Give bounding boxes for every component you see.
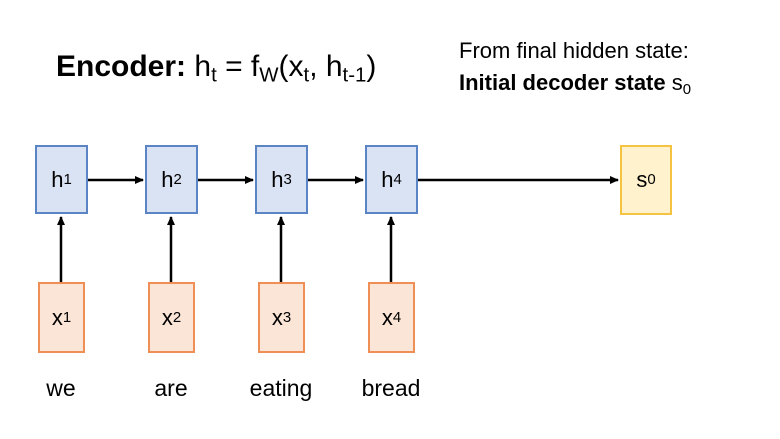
encoder-formula: Encoder: ht = fW(xt, ht-1) [56, 50, 377, 87]
word-are: are [154, 375, 188, 401]
decoder-init-note: From final hidden state: Initial decoder… [459, 35, 691, 99]
formula-close: ) [366, 50, 377, 83]
note-line2: Initial decoder state s0 [459, 67, 691, 99]
h4-base: h [381, 166, 394, 192]
s0-base: s [636, 167, 648, 192]
formula-f-sub: W [259, 64, 279, 87]
x1-base: x [51, 304, 63, 330]
formula-x-sub: t [303, 64, 310, 87]
formula-h-sub: t [211, 64, 217, 87]
x3-base: x [271, 304, 283, 330]
note-line2-bold: Initial decoder state [459, 70, 666, 95]
formula-args-mid: , h [309, 50, 343, 83]
word-bread: bread [361, 375, 421, 401]
note-line1: From final hidden state: [459, 38, 689, 63]
formula-args-open: (x [278, 50, 304, 83]
encoder-label: Encoder: [56, 50, 187, 83]
note-line2-sub: 0 [682, 81, 692, 99]
formula-h: h [194, 50, 212, 83]
note-line2-var: s [665, 70, 683, 95]
x4-base: x [381, 304, 393, 330]
word-we: we [46, 375, 76, 401]
formula-h2-sub: t-1 [342, 64, 367, 87]
h3-base: h [271, 166, 284, 192]
word-eating: eating [249, 375, 313, 401]
formula-eq: = f [216, 50, 260, 83]
h2-base: h [161, 166, 174, 192]
h1-base: h [51, 166, 64, 192]
x2-base: x [161, 304, 173, 330]
